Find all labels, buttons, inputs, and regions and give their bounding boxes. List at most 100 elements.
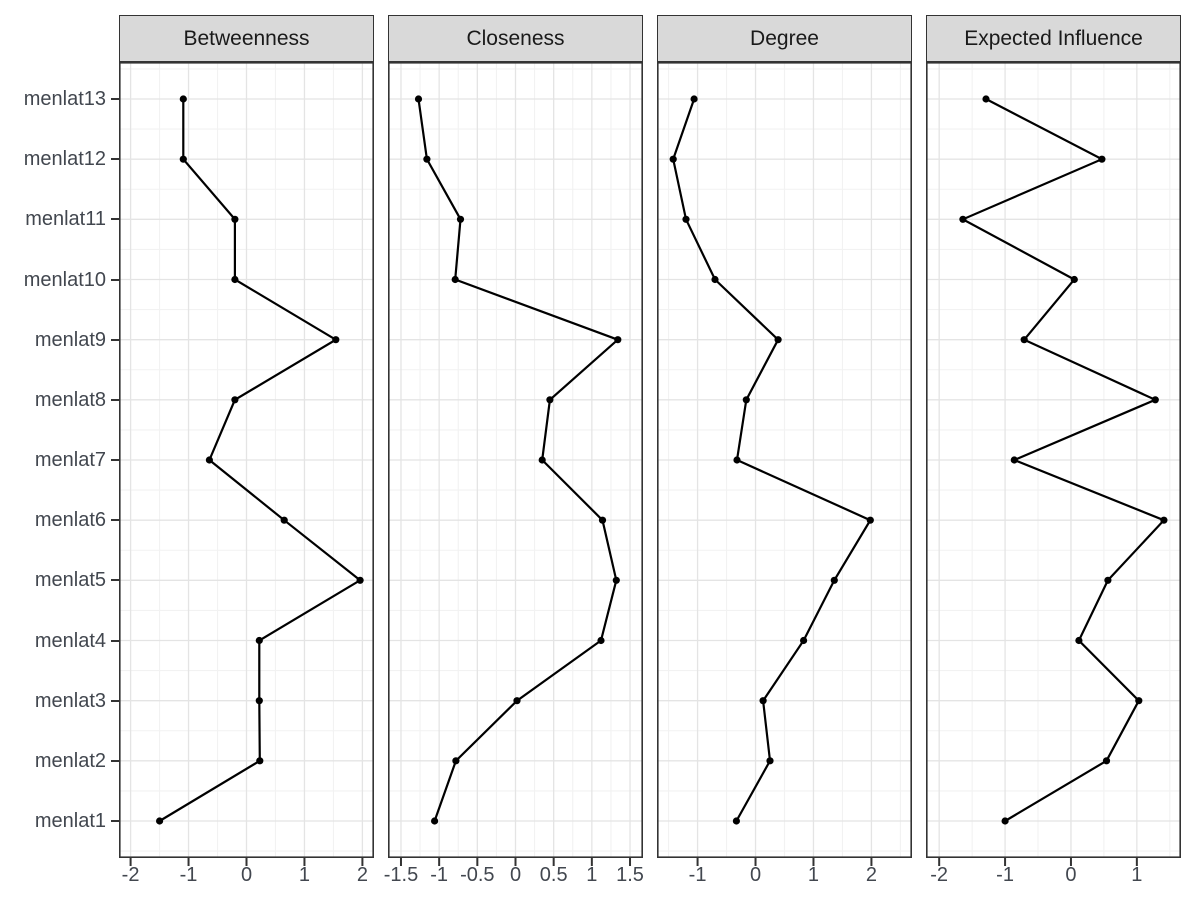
- facet-strip-label: Degree: [750, 26, 819, 50]
- data-point-menlat9: [1020, 336, 1028, 344]
- data-point-menlat7: [538, 456, 546, 464]
- y-tick-mark: [111, 519, 119, 522]
- data-point-menlat4: [597, 636, 605, 645]
- data-point-menlat5: [830, 576, 838, 584]
- x-tick-label: -0.5: [460, 864, 495, 886]
- panel-closeness: [388, 62, 643, 866]
- data-point-menlat3: [255, 697, 263, 705]
- y-tick-label-menlat2: menlat2: [34, 749, 106, 772]
- y-tick-mark: [111, 98, 119, 100]
- panel-border: [119, 62, 374, 859]
- panel-border: [657, 62, 912, 859]
- x-tick-marks: [129, 858, 364, 866]
- y-tick-label-menlat5: menlat5: [34, 569, 106, 592]
- y-tick-mark: [111, 398, 119, 401]
- y-tick-mark: [111, 459, 119, 461]
- data-point-menlat3: [759, 697, 767, 705]
- data-point-menlat4: [1075, 636, 1083, 645]
- data-point-menlat13: [179, 95, 187, 103]
- x-tick-label: 1: [1131, 864, 1143, 886]
- x-tick-label: -2: [930, 864, 949, 886]
- x-tick-label: -2: [121, 864, 140, 886]
- data-point-menlat9: [332, 336, 340, 344]
- x-tick-label: -1: [996, 864, 1014, 886]
- data-point-menlat10: [711, 275, 719, 284]
- x-tick-label: 0: [240, 864, 253, 886]
- data-point-menlat6: [1160, 516, 1168, 524]
- x-tick-label: 0: [1065, 864, 1077, 886]
- y-tick-label-menlat7: menlat7: [34, 449, 106, 471]
- data-point-menlat3: [513, 697, 521, 705]
- data-point-menlat10: [231, 275, 239, 284]
- data-point-menlat12: [669, 155, 677, 163]
- data-point-menlat12: [179, 155, 187, 163]
- facet-strip-betweenness: Betweenness: [119, 15, 374, 62]
- x-tick-label: 0: [749, 864, 762, 886]
- x-tick-label: 0: [509, 864, 522, 886]
- x-tick-label: -1: [430, 864, 449, 886]
- data-points: [156, 95, 364, 825]
- data-point-menlat2: [1102, 757, 1111, 765]
- data-point-menlat12: [423, 155, 431, 163]
- facet-strip-closeness: Closeness: [388, 15, 643, 62]
- x-tick-label: -1.5: [383, 864, 419, 886]
- y-tick-mark: [111, 820, 119, 822]
- y-tick-label-menlat9: menlat9: [34, 328, 106, 351]
- data-point-menlat9: [614, 336, 622, 344]
- data-point-menlat10: [1070, 275, 1078, 284]
- y-tick-mark: [111, 759, 119, 762]
- x-tick-label: -1: [179, 864, 198, 886]
- gridlines-major: [658, 63, 911, 857]
- y-tick-mark: [111, 639, 119, 642]
- data-point-menlat1: [431, 817, 439, 825]
- facet-strip-label: Closeness: [466, 26, 565, 50]
- y-tick-label-menlat6: menlat6: [34, 509, 106, 532]
- data-point-menlat12: [1098, 155, 1106, 163]
- data-point-menlat10: [451, 275, 459, 284]
- data-point-menlat6: [280, 516, 288, 524]
- data-point-menlat4: [800, 636, 808, 645]
- x-tick-label: 1: [807, 864, 820, 886]
- data-point-menlat5: [612, 576, 620, 584]
- y-tick-mark: [111, 278, 119, 281]
- y-tick-mark: [111, 579, 119, 582]
- x-tick-label: -1: [688, 864, 707, 886]
- x-tick-label: 2: [356, 864, 368, 886]
- panel-border: [926, 62, 1181, 859]
- y-tick-label-menlat12: menlat12: [23, 148, 106, 171]
- y-tick-mark: [111, 158, 119, 161]
- data-point-menlat2: [256, 757, 264, 765]
- data-point-menlat11: [231, 215, 239, 223]
- y-tick-label-menlat4: menlat4: [34, 629, 106, 652]
- x-tick-marks: [696, 858, 873, 866]
- data-point-menlat8: [1151, 396, 1159, 404]
- data-point-menlat1: [732, 817, 740, 825]
- data-points: [414, 95, 622, 825]
- x-tick-label: 1.5: [616, 864, 644, 886]
- data-point-menlat4: [255, 636, 263, 645]
- data-point-menlat2: [452, 757, 460, 765]
- data-point-menlat7: [1010, 456, 1018, 464]
- facet-strip-label: Betweenness: [183, 26, 310, 50]
- data-point-menlat13: [982, 95, 990, 103]
- y-tick-mark: [111, 218, 119, 221]
- x-tick-label: 1: [586, 864, 598, 886]
- data-point-menlat13: [690, 95, 698, 103]
- panel-border: [388, 62, 643, 859]
- x-tick-marks: [399, 858, 632, 866]
- data-point-menlat5: [356, 576, 364, 584]
- panel-expected-influence: [926, 62, 1181, 866]
- y-tick-label-menlat1: menlat1: [34, 810, 106, 832]
- y-tick-label-menlat8: menlat8: [34, 388, 106, 411]
- data-point-menlat13: [414, 95, 423, 103]
- data-point-menlat8: [546, 396, 554, 404]
- data-point-menlat3: [1135, 697, 1143, 705]
- facet-strip-expected-influence: Expected Influence: [926, 15, 1181, 62]
- facet-strip-degree: Degree: [657, 15, 912, 62]
- data-point-menlat8: [231, 396, 239, 404]
- gridlines-major: [927, 63, 1180, 857]
- x-tick-marks: [938, 858, 1138, 866]
- data-point-menlat5: [1104, 576, 1112, 584]
- data-point-menlat1: [156, 817, 164, 825]
